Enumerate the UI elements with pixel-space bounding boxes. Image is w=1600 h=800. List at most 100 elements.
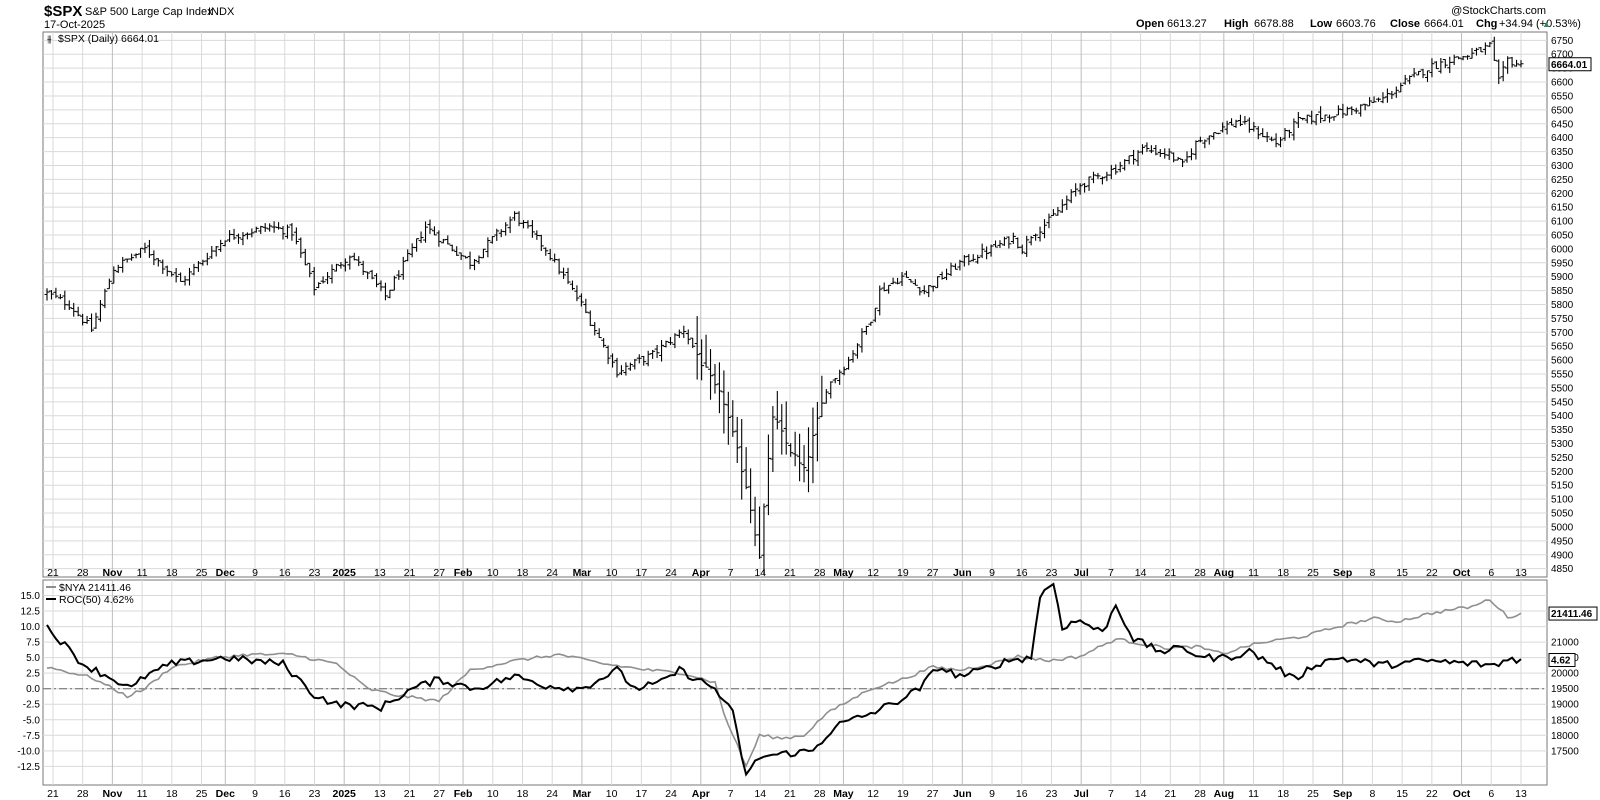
ohlc-bar: [561, 267, 567, 279]
ohlc-bar: [1362, 103, 1368, 111]
ohlc-bar: [1175, 157, 1181, 161]
price-y-tick-label: 6350: [1551, 147, 1574, 158]
ohlc-bar: [1500, 61, 1506, 82]
ohlc-bar: [1188, 148, 1194, 161]
ohlc-bar: [632, 358, 638, 370]
ohlc-bar: [721, 370, 727, 434]
indicator-x-tick-label: 16: [279, 788, 291, 800]
ohlc-bar: [1491, 36, 1497, 61]
indicator-x-tick-label: 7: [728, 788, 734, 800]
indicator-left-tick-label: 10.0: [21, 622, 41, 633]
ohlc-bar: [1229, 118, 1235, 126]
ohlc-bar: [298, 237, 304, 258]
ohlc-bar: [276, 222, 282, 230]
ohlc-bar: [1042, 219, 1048, 239]
ohlc-bar: [877, 285, 883, 316]
ohlc-bar: [957, 259, 963, 271]
ohlc-bar: [1514, 59, 1520, 67]
ohlc-bar: [503, 222, 509, 236]
ohlc-bar: [881, 282, 887, 292]
ohlc-bar: [1024, 235, 1030, 257]
price-x-tick-label: 11: [137, 567, 148, 579]
price-x-tick-label: 27: [927, 567, 939, 579]
price-x-tick-label: 2025: [332, 567, 356, 579]
price-x-tick-label: 13: [374, 567, 386, 579]
low-label: Low: [1310, 18, 1332, 30]
ohlc-bar: [84, 315, 90, 324]
ohlc-bar: [743, 447, 749, 490]
ohlc-bar: [253, 226, 259, 233]
indicator-left-tick-label: -5.0: [23, 715, 41, 726]
ohlc-bar: [1505, 56, 1511, 74]
ohlc-bar: [641, 355, 647, 366]
ohlc-bar: [979, 243, 985, 258]
ohlc-bar: [1358, 104, 1364, 117]
ohlc-bar: [191, 263, 197, 276]
price-x-tick-label: 21: [784, 567, 796, 579]
ohlc-bar: [155, 258, 161, 267]
ohlc-bar: [1157, 149, 1163, 158]
indicator-x-tick-label: 15: [1396, 788, 1408, 800]
ohlc-bar: [895, 277, 901, 285]
indicator-x-tick-label: Mar: [573, 788, 592, 800]
ohlc-bar: [868, 321, 874, 326]
ohlc-bar: [725, 391, 731, 445]
price-y-tick-label: 5400: [1551, 411, 1574, 422]
price-y-tick-label: 6050: [1551, 230, 1574, 241]
ohlc-bar: [1416, 70, 1422, 76]
ohlc-bar: [120, 256, 126, 273]
ohlc-bar: [841, 366, 847, 376]
price-bars: [44, 36, 1524, 575]
indicator-x-tick-label: 21: [404, 788, 416, 800]
ohlc-bar: [574, 285, 580, 302]
price-x-tick-label: 18: [517, 567, 529, 579]
ohlc-bar: [1264, 131, 1270, 143]
price-x-tick-label: 11: [1248, 567, 1259, 579]
price-y-tick-label: 5600: [1551, 356, 1574, 367]
price-y-tick-label: 6200: [1551, 189, 1574, 200]
indicator-x-tick-label: 2025: [332, 788, 356, 800]
ohlc-bar: [62, 290, 68, 310]
ohlc-bar: [993, 240, 999, 248]
ohlc-bar: [939, 271, 945, 280]
indicator-panel-frame: [42, 579, 1548, 786]
indicator-x-tick-label: 24: [546, 788, 558, 800]
ohlc-bar: [1073, 183, 1079, 197]
ohlc-bar: [618, 365, 624, 376]
ohlc-bar: [863, 325, 869, 335]
ohlc-bar: [935, 276, 941, 289]
price-x-tick-label: 18: [166, 567, 178, 579]
nya-line: [46, 599, 1522, 768]
ohlc-bar: [498, 229, 504, 238]
close-label: Close: [1390, 18, 1420, 30]
ohlc-bar: [262, 223, 268, 232]
index-name: S&P 500 Large Cap Index: [85, 6, 213, 18]
ohlc-bar: [414, 238, 420, 252]
price-x-tick-label: 24: [546, 567, 558, 579]
ohlc-bar: [1010, 232, 1016, 244]
ohlc-bar: [1273, 133, 1279, 148]
price-x-tick-label: 15: [1396, 567, 1408, 579]
price-panel: 4850 4900 4950 5000 5050 5100 5150 5200 5250 5300…: [42, 31, 1592, 578]
ohlc-bar: [908, 279, 914, 283]
price-y-tick-label: 6000: [1551, 244, 1574, 255]
ohlc-bar: [467, 251, 473, 270]
ohlc-bar: [1278, 136, 1284, 148]
price-y-tick-label: 5650: [1551, 342, 1574, 353]
ohlc-bar: [1402, 74, 1408, 85]
indicator-x-tick-label: 6: [1488, 788, 1494, 800]
ohlc-bar: [280, 226, 286, 240]
ohlc-bar: [187, 267, 193, 286]
price-y-tick-label: 6250: [1551, 175, 1574, 186]
ohlc-bar: [899, 272, 905, 287]
ohlc-bar: [93, 312, 99, 329]
date-label: 17-Oct-2025: [44, 19, 105, 31]
low-value: 6603.76: [1336, 18, 1376, 30]
ohlc-bar: [578, 293, 584, 307]
indicator-x-tick-label: 12: [867, 788, 879, 800]
ohlc-bar: [712, 364, 718, 394]
ohlc-bar: [227, 230, 233, 243]
ohlc-bar: [1153, 144, 1159, 156]
ohlc-bar: [213, 246, 219, 257]
nya-legend-text: $NYA 21411.46: [59, 582, 131, 594]
